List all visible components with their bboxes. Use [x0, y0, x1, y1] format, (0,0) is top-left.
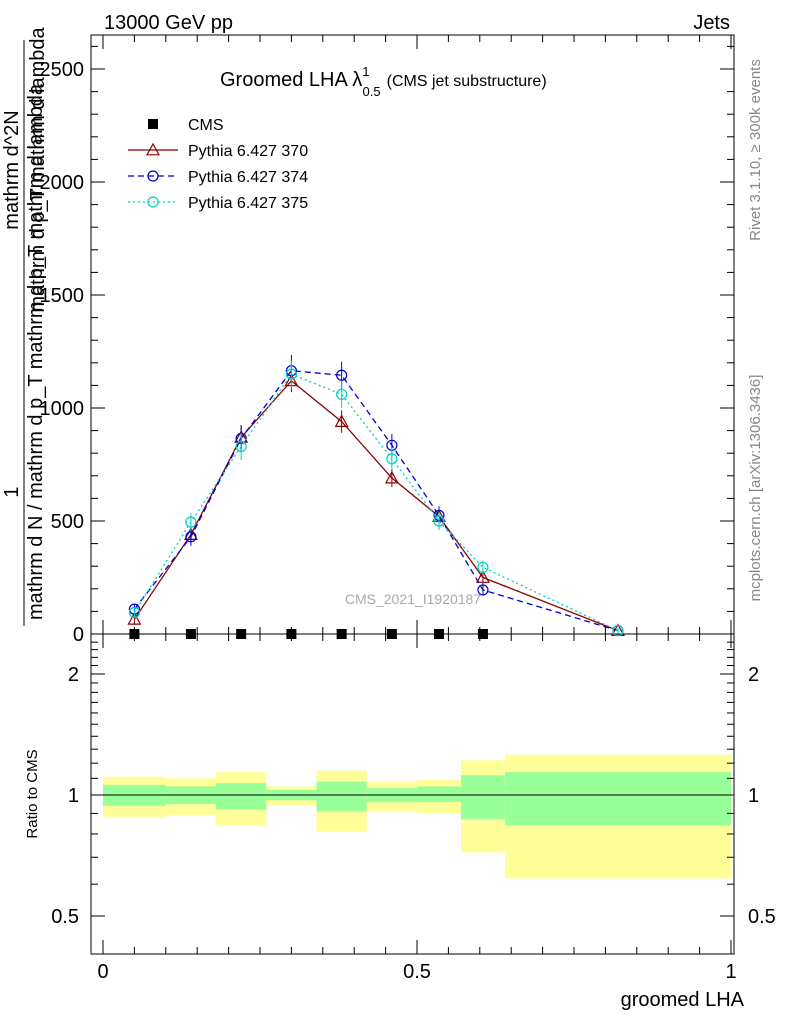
- y-tick-label-bottom-right-2: 2: [748, 664, 759, 686]
- ratio-band-green-8: [504, 772, 731, 826]
- y-tick-label-bottom-right-1: 1: [748, 785, 759, 807]
- x-tick-label-1: 0.5: [403, 961, 431, 983]
- y-tick-label-top-0: 0: [73, 624, 84, 646]
- title-sup: 1: [362, 64, 369, 79]
- legend: CMS Pythia 6.427 370 Pythia 6.427 374 Pythi…: [128, 117, 308, 212]
- data-points-layer: [129, 629, 488, 639]
- y-tick-label-bottom-left-2: 2: [68, 664, 79, 686]
- ylabel-fraction-num: mathrm d^2N: [1, 110, 23, 229]
- series-point-0-4: [334, 414, 349, 427]
- ratio-band-green-6: [417, 786, 461, 803]
- ylabel-fraction-den: mathrm d p_T mathrm d lambda: [27, 26, 49, 312]
- legend-label-1: Pythia 6.427 370: [188, 143, 308, 160]
- cms-point-6: [433, 629, 444, 639]
- cms-point-5: [386, 629, 397, 639]
- series-line-2: [133, 373, 619, 632]
- y-tick-label-bottom-left-0: 0.5: [51, 906, 79, 928]
- series-point-2-2: [235, 440, 247, 453]
- ratio-band-green-7: [460, 775, 505, 820]
- cms-point-1: [185, 629, 196, 639]
- y-tick-label-top-3: 1500: [40, 285, 85, 307]
- series-point-2-4: [336, 388, 348, 401]
- cms-point-7: [477, 629, 488, 639]
- legend-marker-3: [147, 196, 159, 208]
- legend-label-0: CMS: [188, 117, 224, 134]
- axis-ticks: [91, 35, 734, 954]
- series-point-1-1: [185, 531, 197, 543]
- series-point-2-1: [185, 516, 197, 528]
- legend-label-3: Pythia 6.427 375: [188, 195, 308, 212]
- series-point-1-7: [477, 584, 489, 596]
- y-tick-label-top-4: 2000: [40, 172, 85, 194]
- title-note: (CMS jet substructure): [387, 73, 547, 90]
- y-tick-label-top-2: 1000: [40, 398, 85, 420]
- mcplots-label: mcplots.cern.ch [arXiv:1306.3436]: [747, 375, 764, 602]
- series-point-2-5: [386, 453, 398, 465]
- y-tick-label-bottom-right-0: 0.5: [748, 906, 776, 928]
- chart-title: Groomed LHA λ1 0.5 (CMS jet substructure): [220, 64, 547, 99]
- series-point-2-3: [285, 368, 297, 380]
- series-point-2-8: [612, 625, 624, 637]
- x-axis-label: groomed LHA: [621, 989, 745, 1011]
- series-line-1: [133, 370, 619, 632]
- series-layer: [127, 354, 625, 637]
- legend-marker-1: [145, 142, 161, 156]
- cms-point-4: [336, 629, 347, 639]
- ratio-band-green-4: [316, 781, 367, 812]
- watermark: CMS_2021_I1920187: [345, 591, 481, 607]
- legend-marker-0: [148, 119, 158, 129]
- series-point-0-5: [384, 470, 399, 484]
- y-tick-label-top-1: 500: [51, 511, 84, 533]
- x-tick-label-2: 1: [725, 961, 736, 983]
- header-right: Jets: [693, 12, 730, 34]
- series-point-1-4: [336, 369, 348, 381]
- ratio-bands: [103, 754, 731, 879]
- title-sub: 0.5: [363, 84, 381, 99]
- cms-point-3: [286, 629, 297, 639]
- y-tick-label-top-5: 2500: [40, 59, 85, 81]
- title-main: Groomed LHA λ: [220, 69, 362, 91]
- ratio-band-green-2: [216, 783, 267, 810]
- ylabel-denominator: mathrm d N / mathrm d p_T mathrm d p_T m…: [25, 83, 47, 620]
- series-point-2-6: [433, 515, 445, 527]
- y-axis-label-bottom: Ratio to CMS: [24, 749, 41, 838]
- x-tick-label-0: 0: [97, 961, 108, 983]
- tick-labels: 0 0.5 1 0 500 1000 1500 2000 2500 0.5 0.5 1 1 2 2: [40, 59, 776, 983]
- y-axis-label-top: 1 mathrm d N / mathrm d p_T mathrm d p_T…: [1, 26, 49, 626]
- y-tick-label-bottom-left-1: 1: [68, 785, 79, 807]
- rivet-label: Rivet 3.1.10, ≥ 300k events: [747, 59, 764, 241]
- series-point-0-0: [127, 612, 142, 625]
- series-point-2-0: [128, 606, 140, 619]
- cms-point-0: [129, 629, 140, 639]
- legend-marker-2: [147, 170, 159, 182]
- ratio-panel-frame: [90, 633, 735, 955]
- legend-label-2: Pythia 6.427 374: [188, 169, 308, 186]
- cms-point-2: [236, 629, 247, 639]
- series-point-2-7: [477, 561, 489, 573]
- header-left: 13000 GeV pp: [104, 12, 233, 34]
- ylabel-one: 1: [1, 486, 23, 497]
- series-point-0-7: [475, 570, 490, 583]
